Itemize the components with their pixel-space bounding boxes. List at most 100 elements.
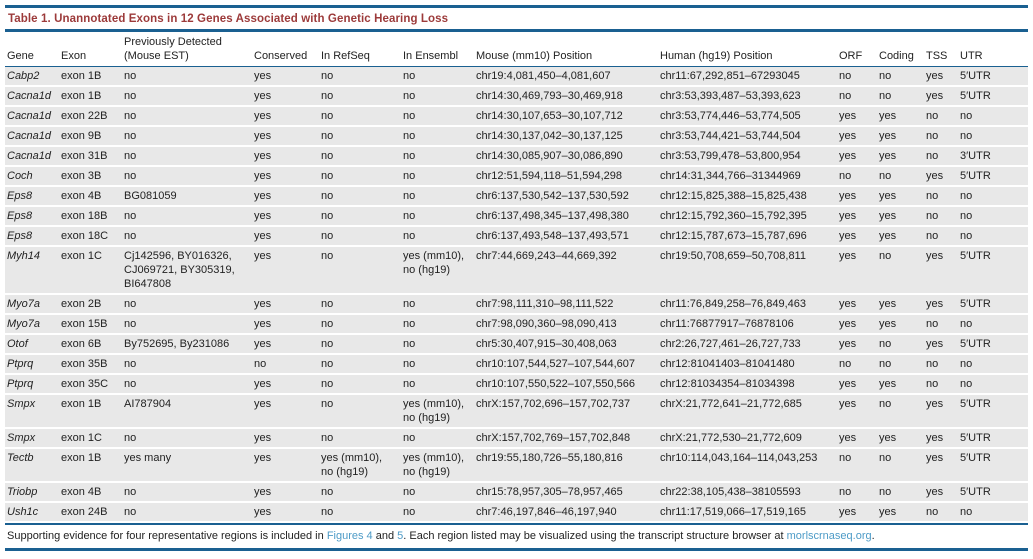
cell-orf: yes	[837, 186, 877, 207]
cell-human: chr22:38,105,438–38105593	[658, 482, 837, 503]
cell-coding: yes	[877, 502, 924, 523]
footnote-link[interactable]: Figures 4	[326, 530, 373, 542]
cell-refseq: no	[319, 106, 401, 127]
table-row: Myo7a exon 15B no yes no no chr7:98,090,360–98…	[5, 314, 1028, 335]
cell-refseq: no	[319, 186, 401, 207]
cell-prev: AI787904	[122, 394, 252, 429]
cell-utr: 3′UTR	[958, 146, 1028, 167]
cell-conserved: yes	[252, 334, 319, 355]
cell-mouse: chrX:157,702,769–157,702,848	[474, 428, 658, 449]
cell-utr: no	[958, 354, 1028, 375]
cell-prev: no	[122, 482, 252, 503]
col-header-utr: UTR	[958, 32, 1028, 67]
cell-utr: 5′UTR	[958, 294, 1028, 315]
col-header-conserved: Conserved	[252, 32, 319, 67]
cell-orf: no	[837, 166, 877, 187]
cell-conserved: yes	[252, 186, 319, 207]
cell-refseq: no	[319, 294, 401, 315]
cell-refseq: no	[319, 482, 401, 503]
cell-orf: yes	[837, 334, 877, 355]
footnote-link[interactable]: morlscrnaseq.org	[786, 530, 872, 542]
cell-coding: no	[877, 166, 924, 187]
cell-mouse: chr19:4,081,450–4,081,607	[474, 66, 658, 87]
cell-exon: exon 4B	[59, 186, 122, 207]
cell-orf: yes	[837, 106, 877, 127]
cell-gene: Cacna1d	[5, 86, 59, 107]
cell-prev: no	[122, 294, 252, 315]
cell-tss: no	[924, 354, 958, 375]
cell-prev: no	[122, 146, 252, 167]
cell-orf: no	[837, 86, 877, 107]
footnote-text: and	[372, 530, 398, 542]
cell-exon: exon 1B	[59, 394, 122, 429]
cell-refseq: no	[319, 126, 401, 147]
cell-exon: exon 9B	[59, 126, 122, 147]
cell-prev: no	[122, 126, 252, 147]
cell-orf: yes	[837, 246, 877, 295]
cell-exon: exon 18C	[59, 226, 122, 247]
cell-exon: exon 24B	[59, 502, 122, 523]
cell-mouse: chr5:30,407,915–30,408,063	[474, 334, 658, 355]
table-row: Cacna1d exon 9B no yes no no chr14:30,137,042–…	[5, 126, 1028, 147]
cell-prev: no	[122, 166, 252, 187]
table-1: Table 1. Unannotated Exons in 12 Genes A…	[5, 5, 1028, 551]
cell-prev: no	[122, 314, 252, 335]
cell-mouse: chr14:30,469,793–30,469,918	[474, 86, 658, 107]
cell-human: chrX:21,772,530–21,772,609	[658, 428, 837, 449]
table-row: Eps8 exon 4B BG081059 yes no no chr6:137,530,5…	[5, 186, 1028, 207]
cell-human: chrX:21,772,641–21,772,685	[658, 394, 837, 429]
cell-refseq: no	[319, 334, 401, 355]
cell-ensembl: yes (mm10), no (hg19)	[401, 246, 474, 295]
cell-gene: Cacna1d	[5, 106, 59, 127]
col-header-human-position: Human (hg19) Position	[658, 32, 837, 67]
col-header-gene: Gene	[5, 32, 59, 67]
footnote-link[interactable]: 5	[397, 530, 404, 542]
table-row: Smpx exon 1B AI787904 yes no yes (mm10), no (…	[5, 394, 1028, 429]
cell-prev: no	[122, 86, 252, 107]
cell-tss: no	[924, 106, 958, 127]
cell-conserved: yes	[252, 206, 319, 227]
table-row: Smpx exon 1C no yes no no chrX:157,702,769–157…	[5, 428, 1028, 449]
cell-gene: Cabp2	[5, 66, 59, 87]
cell-mouse: chr7:98,111,310–98,111,522	[474, 294, 658, 315]
cell-ensembl: no	[401, 146, 474, 167]
cell-human: chr11:76877917–76878106	[658, 314, 837, 335]
cell-orf: yes	[837, 206, 877, 227]
cell-utr: 5′UTR	[958, 246, 1028, 295]
cell-mouse: chr6:137,493,548–137,493,571	[474, 226, 658, 247]
cell-refseq: no	[319, 146, 401, 167]
table-row: Myh14 exon 1C Cj142596, BY016326, CJ069721…	[5, 246, 1028, 295]
cell-human: chr12:15,825,388–15,825,438	[658, 186, 837, 207]
cell-tss: no	[924, 206, 958, 227]
cell-ensembl: no	[401, 106, 474, 127]
cell-tss: yes	[924, 394, 958, 429]
cell-ensembl: no	[401, 186, 474, 207]
cell-prev: yes many	[122, 448, 252, 483]
cell-human: chr19:50,708,659–50,708,811	[658, 246, 837, 295]
cell-mouse: chr12:51,594,118–51,594,298	[474, 166, 658, 187]
cell-refseq: no	[319, 354, 401, 375]
cell-exon: exon 22B	[59, 106, 122, 127]
cell-prev: no	[122, 226, 252, 247]
cell-prev: no	[122, 354, 252, 375]
cell-coding: yes	[877, 206, 924, 227]
table-row: Triobp exon 4B no yes no no chr15:78,957,305–7…	[5, 482, 1028, 503]
cell-orf: no	[837, 482, 877, 503]
table-row: Cabp2 exon 1B no yes no no chr19:4,081,450–4,0…	[5, 66, 1028, 87]
cell-ensembl: no	[401, 126, 474, 147]
cell-refseq: no	[319, 428, 401, 449]
table-row: Eps8 exon 18C no yes no no chr6:137,493,548–13…	[5, 226, 1028, 247]
cell-tss: yes	[924, 86, 958, 107]
cell-utr: no	[958, 314, 1028, 335]
cell-refseq: yes (mm10), no (hg19)	[319, 448, 401, 483]
col-header-in-refseq: In RefSeq	[319, 32, 401, 67]
cell-coding: yes	[877, 294, 924, 315]
table-row: Otof exon 6B By752695, By231086 yes no no chr5…	[5, 334, 1028, 355]
cell-ensembl: no	[401, 502, 474, 523]
cell-coding: no	[877, 354, 924, 375]
cell-ensembl: no	[401, 206, 474, 227]
cell-orf: yes	[837, 314, 877, 335]
cell-tss: yes	[924, 166, 958, 187]
cell-tss: no	[924, 314, 958, 335]
cell-gene: Ptprq	[5, 374, 59, 395]
